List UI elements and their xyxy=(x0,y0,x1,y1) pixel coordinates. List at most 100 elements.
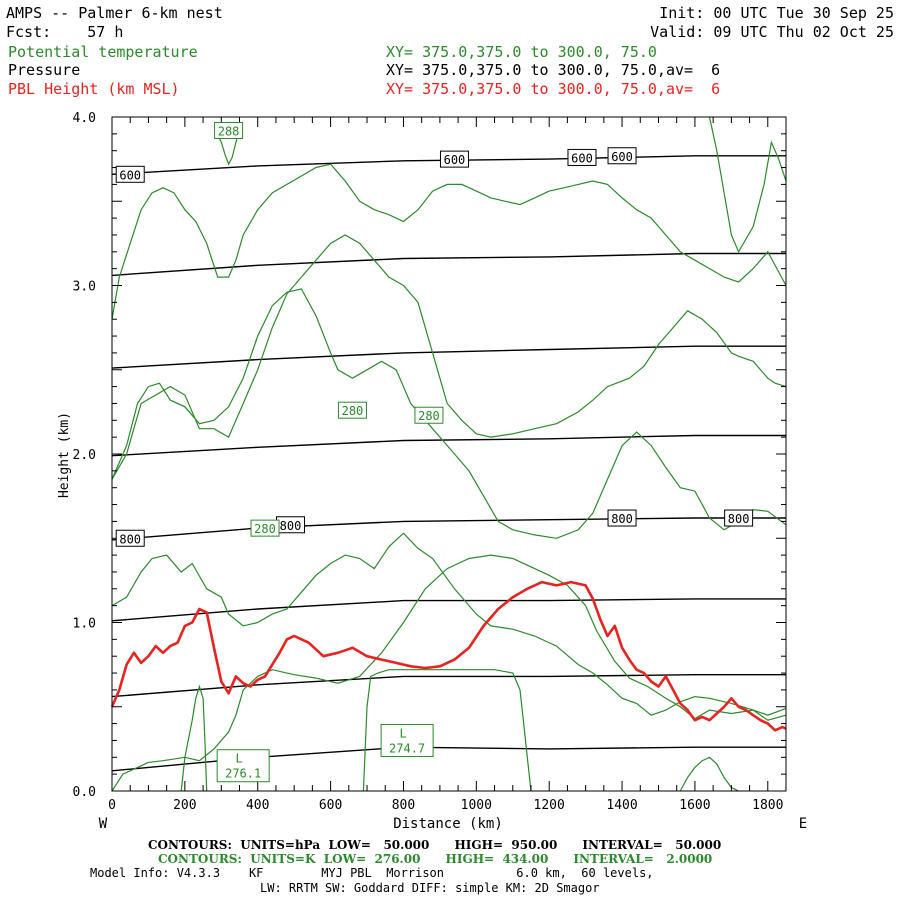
theta-contour xyxy=(111,163,787,320)
pressure-label: 600 xyxy=(439,150,469,168)
pressure-contour-900 xyxy=(111,674,786,698)
pressure-label: 600 xyxy=(115,165,145,183)
theta-label: 280 xyxy=(414,406,444,424)
x-tick-label: 1000 xyxy=(461,798,492,813)
theta-label-box xyxy=(414,406,444,424)
pbl-height-line xyxy=(110,580,787,732)
theta-label-text: 288 xyxy=(218,124,240,138)
x-tick-label: 600 xyxy=(319,798,342,813)
field-pbl-height: PBL Height (km MSL) xyxy=(8,80,180,98)
init-time: Init: 00 UTC Tue 30 Sep 25 xyxy=(659,4,894,22)
theta-label-text: 280 xyxy=(342,404,364,418)
theta-label-text: 280 xyxy=(254,522,276,536)
y-tick-label: 1.0 xyxy=(73,617,96,632)
pressure-label-text: 800 xyxy=(119,532,141,546)
theta-contour xyxy=(111,288,787,539)
x-tick-label: 0 xyxy=(108,798,116,813)
pressure-label-text: 600 xyxy=(119,168,141,182)
y-tick-label: 4.0 xyxy=(73,111,96,126)
pressure-contour-800 xyxy=(111,517,786,541)
pressure-label: 800 xyxy=(115,529,145,547)
x-axis-label: Distance (km) xyxy=(393,816,503,832)
pressure-contour-700 xyxy=(111,345,786,369)
theta-label: 288 xyxy=(214,121,244,139)
low-center-letter: L xyxy=(399,726,406,740)
pressure-label-text: 600 xyxy=(611,150,633,164)
pressure-contour-950 xyxy=(111,746,786,772)
pressure-label: 800 xyxy=(276,516,306,534)
theta-label-text: 280 xyxy=(418,409,440,423)
plot-border xyxy=(111,116,787,792)
x-tick-label: 400 xyxy=(246,798,269,813)
theta-contour xyxy=(111,532,787,721)
field-pressure-xy: XY= 375.0,375.0 to 300.0, 75.0,av= 6 xyxy=(386,61,721,79)
x-tick-label: 1800 xyxy=(752,798,783,813)
y-tick-label: 3.0 xyxy=(73,280,96,295)
low-center-box xyxy=(380,723,434,757)
theta-label-box xyxy=(250,519,280,537)
theta-contour xyxy=(217,130,241,166)
low-center-value: 276.1 xyxy=(225,767,261,781)
theta-label: 280 xyxy=(337,401,367,419)
field-potential-temperature-xy: XY= 375.0,375.0 to 300.0, 75.0 xyxy=(386,43,657,61)
pressure-contour-850 xyxy=(111,598,786,622)
pressure-label: 600 xyxy=(567,148,597,166)
theta-label-box xyxy=(337,401,367,419)
footer-theta-contours: CONTOURS: UNITS=K LOW= 276.00 HIGH= 434.… xyxy=(158,852,713,866)
plot-frame xyxy=(111,116,787,792)
pressure-label: 600 xyxy=(607,147,637,165)
pressure-label: 800 xyxy=(607,509,637,527)
theta-label-box xyxy=(214,121,244,139)
x-tick-label: 200 xyxy=(173,798,196,813)
y-axis-label: Height (km) xyxy=(57,412,72,498)
low-center-letter: L xyxy=(236,752,243,766)
theta-contour xyxy=(111,554,787,792)
pressure-label-box xyxy=(607,509,637,527)
y-tick-label: 2.0 xyxy=(73,448,96,463)
pressure-label-box xyxy=(724,509,754,527)
chart-title: AMPS -- Palmer 6-km nest xyxy=(6,4,223,22)
x-tick-label: 1200 xyxy=(534,798,565,813)
theta-contour xyxy=(679,756,739,792)
pressure-label-box xyxy=(439,150,469,168)
pressure-contour-750 xyxy=(111,434,786,457)
theta-contour xyxy=(362,669,532,792)
field-pbl-height-xy: XY= 375.0,375.0 to 300.0, 75.0,av= 6 xyxy=(386,80,721,98)
field-pressure: Pressure xyxy=(8,61,81,79)
pressure-label-box xyxy=(567,148,597,166)
low-center-value: 274.7 xyxy=(389,741,425,755)
pressure-contours xyxy=(111,155,786,772)
pressure-label-text: 600 xyxy=(571,151,593,165)
valid-time: Valid: 09 UTC Thu 02 Oct 25 xyxy=(650,23,894,41)
forecast-hour: Fcst: 57 h xyxy=(6,23,124,41)
pressure-contour-600 xyxy=(111,155,786,175)
pressure-label: 800 xyxy=(724,509,754,527)
y-tick-label: 0.0 xyxy=(73,785,96,800)
x-axis-east-label: E xyxy=(799,816,807,832)
field-potential-temperature: Potential temperature xyxy=(8,43,198,61)
theta-contour xyxy=(111,234,787,480)
footer-physics-info: LW: RRTM SW: Goddard DIFF: simple KM: 2D… xyxy=(260,881,600,895)
theta-contour xyxy=(708,116,787,254)
x-tick-label: 1600 xyxy=(679,798,710,813)
axis-ticks: 0 200 400 600 800 1000 1200 1400 1600 1800 0.0 1.0 2… xyxy=(73,111,787,813)
theta-label: 280 xyxy=(250,519,280,537)
potential-temperature-contours xyxy=(111,116,787,792)
low-center-box xyxy=(216,749,270,783)
pressure-label-text: 800 xyxy=(728,512,750,526)
theta-contour xyxy=(180,684,208,792)
pressure-label-text: 800 xyxy=(611,512,633,526)
x-tick-label: 800 xyxy=(392,798,415,813)
pressure-label-box xyxy=(115,165,145,183)
pressure-label-text: 800 xyxy=(280,519,302,533)
footer-pressure-contours: CONTOURS: UNITS=hPa LOW= 50.000 HIGH= 95… xyxy=(148,838,722,852)
pbl-height-series xyxy=(110,580,787,732)
pressure-label-box xyxy=(607,147,637,165)
pressure-label-box xyxy=(115,529,145,547)
pressure-label-text: 600 xyxy=(444,153,466,167)
x-tick-label: 1400 xyxy=(606,798,637,813)
